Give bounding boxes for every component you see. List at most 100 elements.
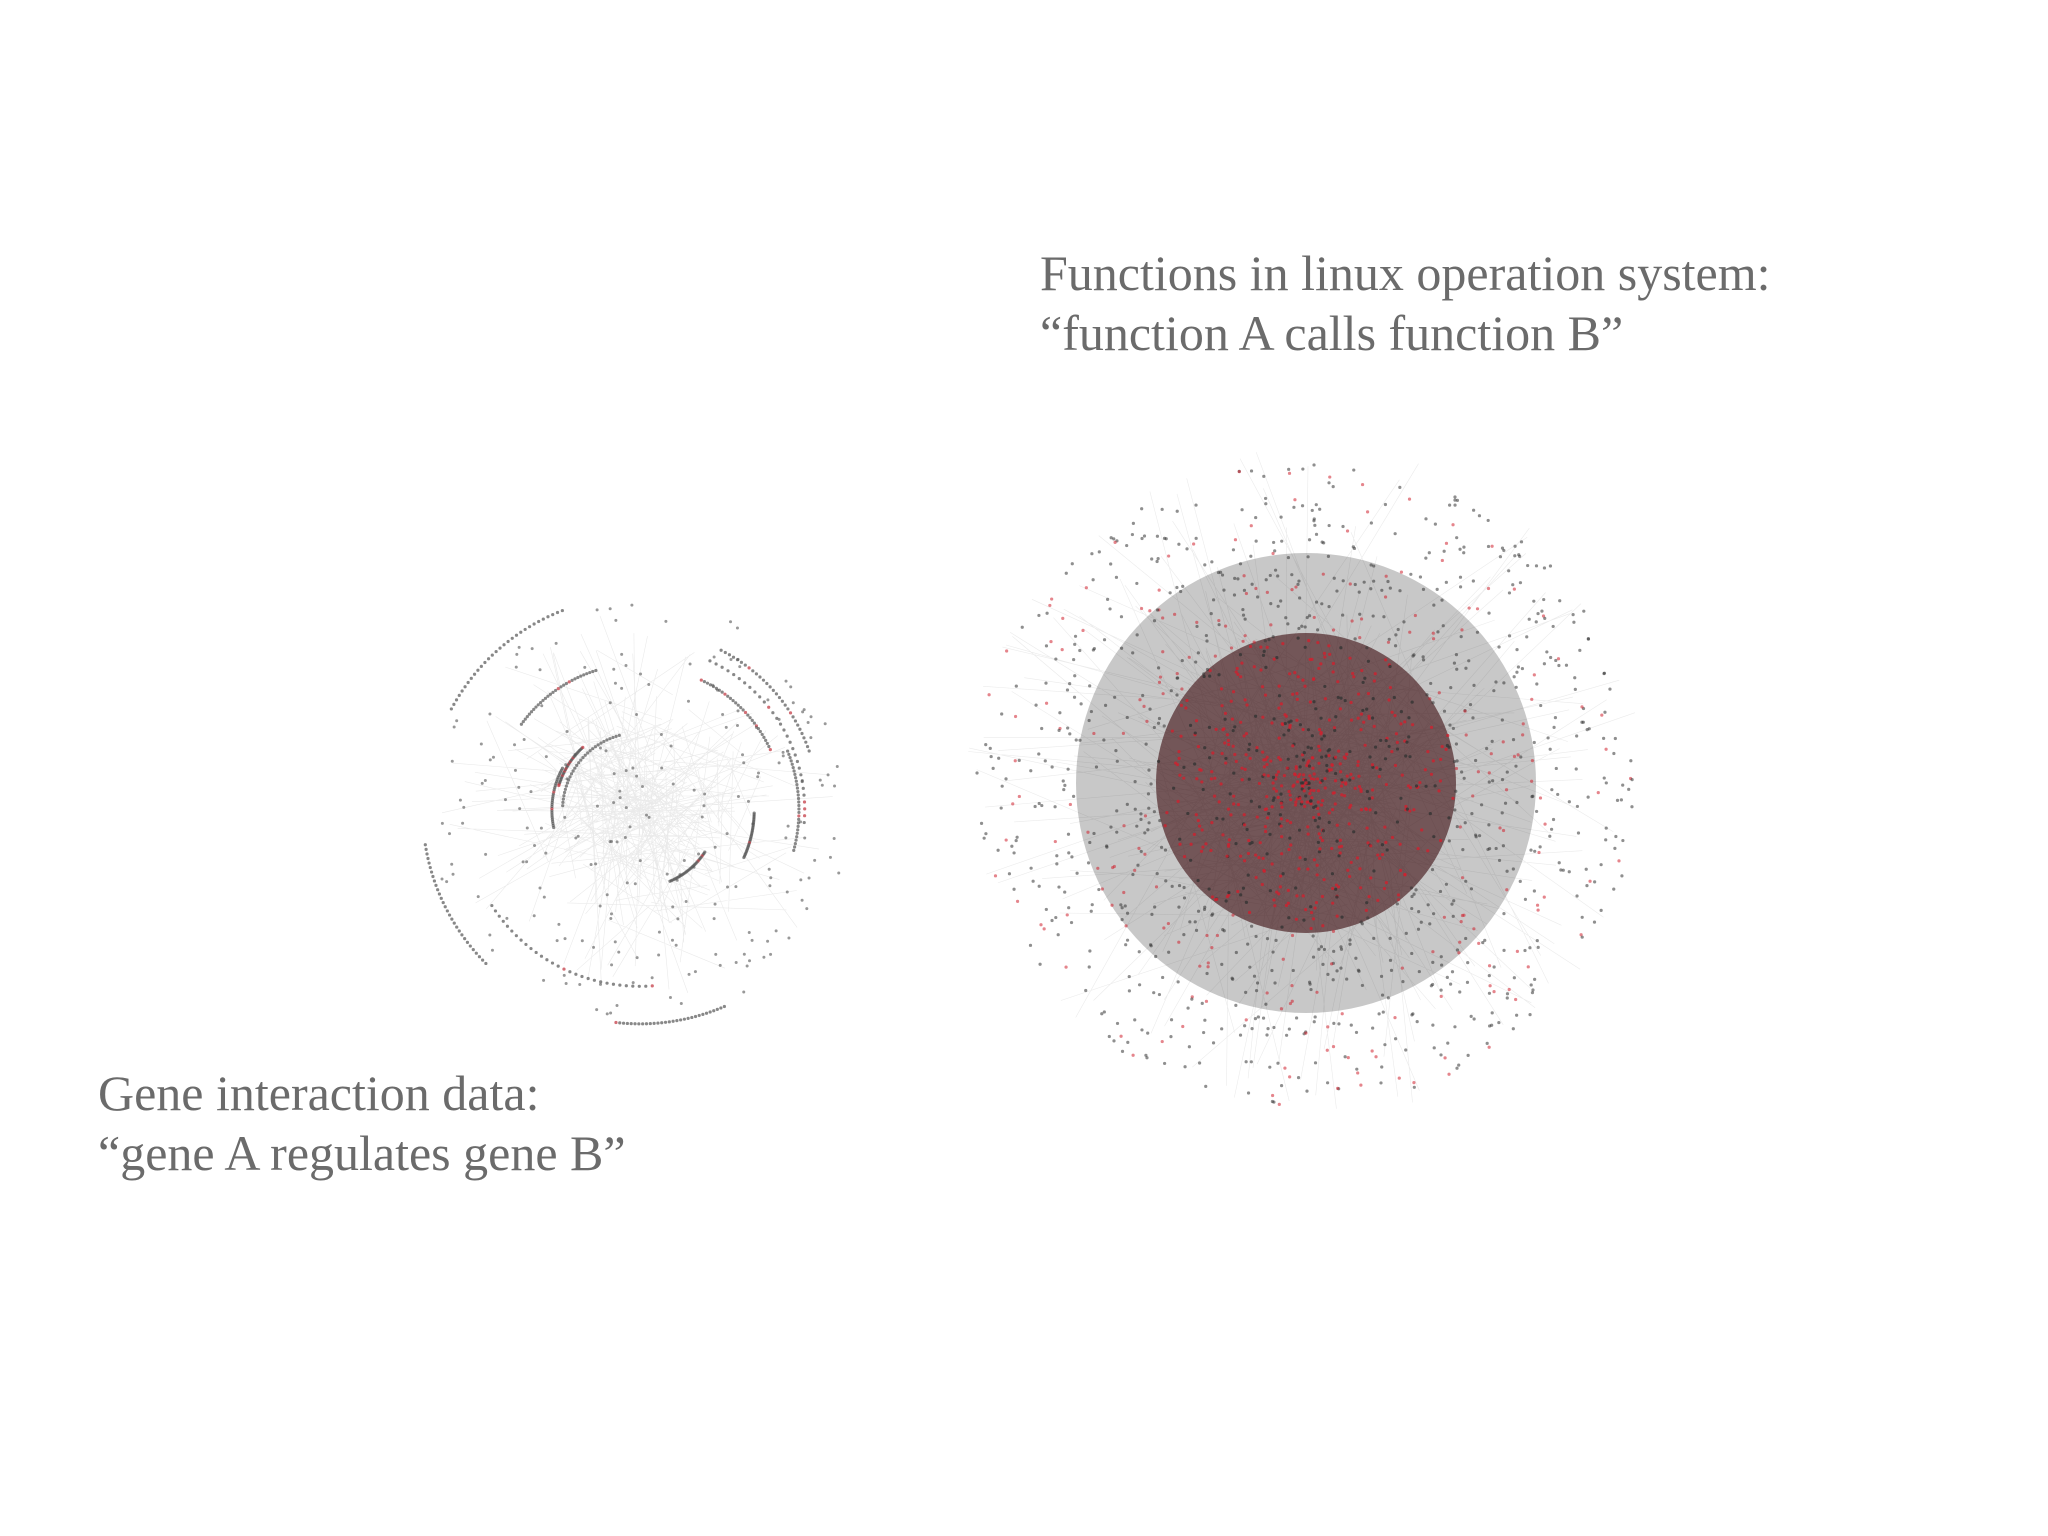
- node: [631, 766, 635, 770]
- node: [1242, 734, 1246, 738]
- node: [1486, 544, 1491, 549]
- node: [752, 721, 756, 725]
- node: [510, 929, 514, 933]
- node: [1231, 744, 1235, 748]
- node: [1220, 751, 1224, 756]
- node: [1064, 965, 1068, 969]
- node: [1053, 839, 1057, 844]
- node: [540, 704, 544, 708]
- node: [1502, 912, 1506, 916]
- node: [1279, 599, 1283, 603]
- node: [1253, 1016, 1258, 1021]
- node: [1602, 776, 1606, 780]
- node: [1386, 579, 1390, 584]
- node: [629, 1022, 633, 1026]
- gene-network: [423, 603, 841, 1026]
- node: [1444, 882, 1449, 886]
- node: [1371, 716, 1375, 720]
- node: [1194, 503, 1198, 507]
- node: [1372, 936, 1376, 941]
- node: [1280, 805, 1284, 809]
- node: [1490, 1023, 1494, 1027]
- node: [1393, 763, 1398, 768]
- node: [1244, 731, 1249, 736]
- node: [1277, 694, 1282, 698]
- node: [1492, 965, 1496, 969]
- node: [1334, 883, 1339, 887]
- node: [1315, 990, 1319, 994]
- node: [1599, 863, 1603, 867]
- node: [1220, 1027, 1224, 1031]
- node: [751, 669, 755, 673]
- node: [1287, 728, 1291, 732]
- node: [1431, 1023, 1435, 1027]
- node: [1325, 1048, 1329, 1052]
- node: [1303, 857, 1307, 861]
- node: [1242, 823, 1247, 827]
- node: [1497, 645, 1501, 649]
- node: [1372, 579, 1376, 583]
- node: [579, 758, 583, 762]
- node: [1148, 707, 1152, 711]
- node: [1235, 666, 1239, 671]
- node: [713, 845, 717, 849]
- node: [1277, 684, 1281, 688]
- node: [599, 980, 603, 984]
- node: [1050, 765, 1054, 769]
- node: [1387, 698, 1391, 702]
- node: [1205, 971, 1209, 976]
- node: [769, 952, 773, 956]
- node: [1345, 774, 1349, 778]
- node: [1383, 757, 1388, 761]
- node: [1327, 523, 1331, 528]
- node: [804, 740, 808, 744]
- node: [1317, 666, 1321, 670]
- node: [775, 716, 779, 720]
- node: [1145, 1056, 1149, 1060]
- node: [758, 675, 762, 679]
- node: [1115, 759, 1119, 763]
- node: [1454, 742, 1459, 746]
- node: [1255, 748, 1259, 753]
- node: [1287, 467, 1291, 471]
- node: [1455, 498, 1460, 502]
- node: [1502, 681, 1506, 685]
- node: [722, 1004, 726, 1009]
- node: [1314, 900, 1319, 905]
- node: [1432, 912, 1436, 916]
- node: [635, 774, 639, 778]
- node: [783, 703, 787, 707]
- node: [542, 895, 546, 899]
- node: [1222, 588, 1226, 592]
- node: [1518, 581, 1523, 585]
- node: [1374, 1055, 1378, 1059]
- node: [1156, 759, 1161, 764]
- node: [1505, 888, 1509, 892]
- node: [1086, 830, 1090, 834]
- node: [638, 859, 642, 863]
- node: [688, 662, 692, 666]
- gene-caption-line: “gene A regulates gene B”: [98, 1125, 626, 1181]
- node: [1078, 648, 1082, 653]
- node: [1246, 942, 1250, 946]
- node: [1261, 856, 1265, 860]
- node: [1331, 978, 1335, 982]
- node: [1250, 841, 1254, 845]
- node: [1064, 571, 1068, 575]
- node: [1498, 826, 1502, 830]
- node: [807, 749, 811, 753]
- node: [1233, 538, 1238, 542]
- node: [1320, 779, 1324, 783]
- node: [1582, 609, 1586, 613]
- node: [539, 700, 543, 705]
- node: [1298, 596, 1302, 600]
- node: [1529, 983, 1533, 987]
- node: [521, 720, 525, 724]
- node: [1377, 1012, 1381, 1016]
- node: [1441, 624, 1445, 628]
- node: [1515, 648, 1519, 652]
- node: [1307, 764, 1312, 768]
- node: [1211, 751, 1215, 755]
- node: [1162, 536, 1167, 540]
- node: [1466, 1053, 1470, 1057]
